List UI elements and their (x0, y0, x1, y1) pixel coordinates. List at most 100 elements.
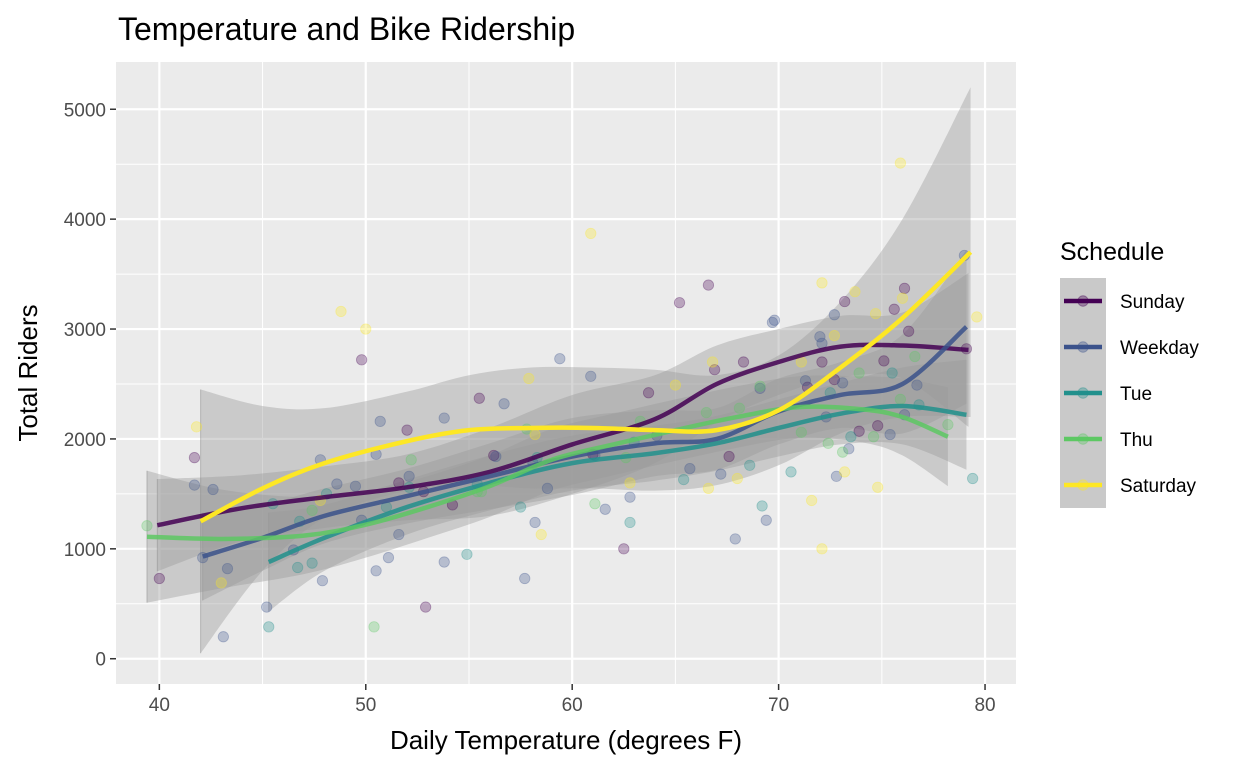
point-weekday (541, 482, 554, 494)
point-weekday (374, 415, 386, 427)
point-tue (785, 466, 797, 478)
point-thu (306, 504, 318, 516)
point-sunday (473, 392, 485, 404)
y-tick-label: 2000 (64, 430, 106, 451)
point-saturday (529, 428, 541, 441)
legend-label-saturday: Saturday (1120, 476, 1197, 497)
point-sunday (618, 543, 630, 555)
x-tick-label: 80 (974, 695, 995, 716)
point-saturday (585, 227, 597, 240)
point-thu (405, 454, 417, 466)
x-axis-title: Daily Temperature (degrees F) (390, 725, 742, 755)
y-tick-label: 3000 (64, 320, 106, 341)
point-weekday (624, 491, 636, 503)
point-sunday (888, 303, 900, 315)
point-sunday (839, 295, 851, 308)
point-weekday (729, 533, 741, 545)
point-saturday (669, 379, 682, 391)
point-saturday (335, 305, 347, 318)
trend-saturday (199, 250, 973, 524)
point-saturday (872, 481, 884, 493)
point-weekday (554, 353, 566, 365)
y-tick-label: 4000 (64, 210, 106, 231)
y-tick-label: 1000 (64, 540, 106, 561)
trend-thu (146, 404, 949, 542)
point-weekday (490, 450, 502, 463)
point-weekday (188, 479, 201, 491)
trend-tue (267, 403, 967, 565)
point-saturday (849, 286, 861, 298)
point-tue (886, 367, 898, 379)
point-tue (744, 459, 756, 471)
x-tick-label: 40 (149, 695, 170, 716)
point-weekday (599, 503, 611, 515)
point-thu (909, 350, 921, 363)
point-saturday (894, 157, 907, 169)
point-saturday (702, 482, 715, 494)
point-weekday (519, 572, 531, 585)
chart-title: Temperature and Bike Ridership (118, 11, 575, 47)
point-tue (263, 621, 275, 633)
point-saturday (806, 494, 818, 507)
point-sunday (872, 420, 884, 432)
point-weekday (799, 375, 812, 387)
point-weekday (221, 563, 234, 575)
trend-weekday (202, 325, 968, 559)
point-weekday (911, 379, 923, 391)
point-weekday (814, 331, 826, 343)
point-weekday (843, 443, 855, 455)
major-gridlines (116, 62, 1016, 684)
point-weekday (830, 470, 843, 482)
point-sunday (878, 355, 890, 367)
legend: Schedule Sunday Weekday Tue Thu Saturday (1060, 238, 1199, 508)
point-thu (141, 520, 153, 532)
trend-lines (146, 250, 973, 565)
point-sunday (153, 572, 165, 585)
x-tick-label: 70 (768, 695, 789, 716)
point-sunday (420, 601, 432, 613)
point-sunday (488, 449, 500, 462)
point-weekday (754, 382, 766, 394)
point-sunday (816, 356, 828, 368)
point-saturday (360, 323, 372, 335)
point-sunday (709, 364, 721, 376)
point-saturday (215, 577, 227, 589)
point-sunday (673, 297, 686, 309)
point-weekday (316, 575, 329, 587)
legend-point-saturday (1077, 479, 1089, 491)
legend-label-tue: Tue (1120, 384, 1152, 405)
point-thu (867, 431, 880, 443)
point-sunday (723, 450, 735, 463)
point-tue (845, 431, 857, 443)
point-thu (754, 380, 766, 392)
y-tick-label: 0 (95, 650, 106, 671)
point-tue (514, 501, 527, 513)
point-weekday (498, 398, 510, 410)
x-axis: 40 50 60 70 80 (149, 684, 996, 716)
point-weekday (217, 631, 229, 643)
point-sunday (737, 356, 750, 368)
point-thu (368, 621, 380, 633)
point-thu (894, 393, 907, 405)
band-sunday (157, 273, 969, 572)
point-weekday (768, 314, 781, 326)
point-tue (756, 500, 768, 512)
point-sunday (188, 452, 201, 464)
legend-point-thu (1077, 433, 1089, 445)
y-tick-label: 5000 (64, 100, 106, 121)
point-saturday (535, 528, 547, 541)
plot-panel (116, 62, 1016, 684)
point-weekday (766, 316, 779, 329)
point-weekday (828, 309, 840, 321)
point-weekday (684, 463, 696, 475)
point-thu (853, 367, 865, 379)
trend-sunday (156, 342, 969, 528)
data-points (141, 157, 983, 643)
point-weekday (760, 514, 772, 526)
point-tue (624, 516, 636, 529)
minor-gridlines (116, 62, 1016, 684)
point-weekday (261, 601, 273, 613)
point-tue (292, 561, 304, 574)
y-axis-title: Total Riders (13, 304, 43, 441)
y-axis: 0 1000 2000 3000 4000 5000 (64, 100, 116, 671)
